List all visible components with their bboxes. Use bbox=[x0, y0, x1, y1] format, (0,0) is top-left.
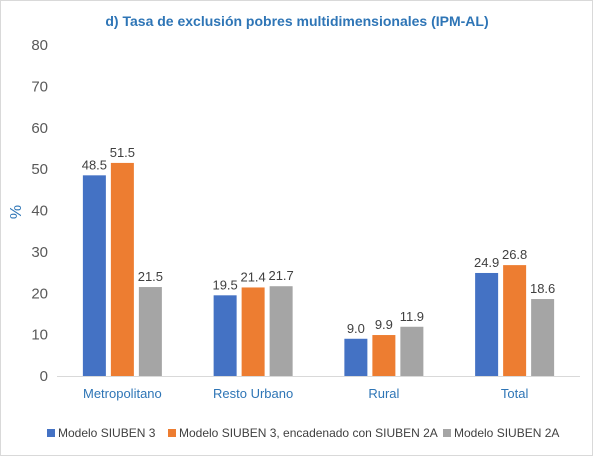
data-labels-group: 48.551.5 21.5 19.521.4 21.7 9.0 9.9 11.9 24.926… bbox=[82, 145, 556, 336]
bar bbox=[269, 286, 293, 376]
y-tick-label: 50 bbox=[31, 161, 48, 178]
y-tick-label: 30 bbox=[31, 244, 48, 261]
y-tick-label: 0 bbox=[40, 368, 48, 385]
legend-swatch bbox=[168, 429, 176, 437]
y-tick-label: 60 bbox=[31, 120, 48, 137]
legend-swatch bbox=[47, 429, 55, 437]
bar bbox=[475, 272, 499, 376]
y-tick-label: 40 bbox=[31, 203, 48, 220]
data-label: 51.5 bbox=[110, 145, 135, 160]
y-axis-label: % bbox=[8, 205, 25, 219]
category-label: Rural bbox=[368, 386, 399, 401]
bar bbox=[213, 295, 237, 376]
bar bbox=[344, 338, 368, 376]
data-label: 21.7 bbox=[268, 268, 293, 283]
chart-title: d) Tasa de exclusión pobres multidimensi… bbox=[105, 13, 488, 29]
y-tick-label: 80 bbox=[31, 37, 48, 54]
bar bbox=[503, 265, 527, 376]
legend-label: Modelo SIUBEN 2A bbox=[454, 426, 559, 440]
bar bbox=[531, 299, 555, 376]
bar bbox=[372, 335, 396, 376]
bars-group bbox=[82, 162, 555, 376]
category-label: Resto Urbano bbox=[213, 386, 293, 401]
data-label: 9.0 bbox=[347, 321, 365, 336]
legend: Modelo SIUBEN 3 Modelo SIUBEN 3, encadena… bbox=[47, 426, 559, 440]
bar bbox=[241, 287, 265, 376]
y-tick-label: 70 bbox=[31, 78, 48, 95]
data-label: 18.6 bbox=[530, 281, 555, 296]
category-label: Total bbox=[501, 386, 529, 401]
data-label: 11.9 bbox=[400, 309, 424, 324]
bar bbox=[138, 287, 162, 376]
data-label: 21.4 bbox=[240, 269, 265, 284]
y-tick-label: 20 bbox=[31, 285, 48, 302]
data-label: 21.5 bbox=[138, 269, 163, 284]
legend-label: Modelo SIUBEN 3 bbox=[58, 426, 156, 440]
data-label: 9.9 bbox=[375, 317, 393, 332]
y-axis-ticks: 0 10 20 30 40 50 60 70 80 bbox=[31, 37, 48, 385]
bar bbox=[400, 326, 424, 376]
data-label: 48.5 bbox=[82, 157, 107, 172]
data-label: 24.9 bbox=[474, 255, 499, 270]
bar bbox=[82, 175, 106, 376]
category-label: Metropolitano bbox=[83, 386, 162, 401]
legend-swatch bbox=[443, 429, 451, 437]
bar bbox=[110, 162, 134, 376]
data-label: 19.5 bbox=[212, 277, 237, 292]
category-labels-group: Metropolitano Resto Urbano Rural Total bbox=[83, 386, 528, 401]
legend-label: Modelo SIUBEN 3, encadenado con SIUBEN 2… bbox=[179, 426, 438, 440]
y-tick-label: 10 bbox=[31, 327, 48, 344]
data-label: 26.8 bbox=[502, 247, 527, 262]
